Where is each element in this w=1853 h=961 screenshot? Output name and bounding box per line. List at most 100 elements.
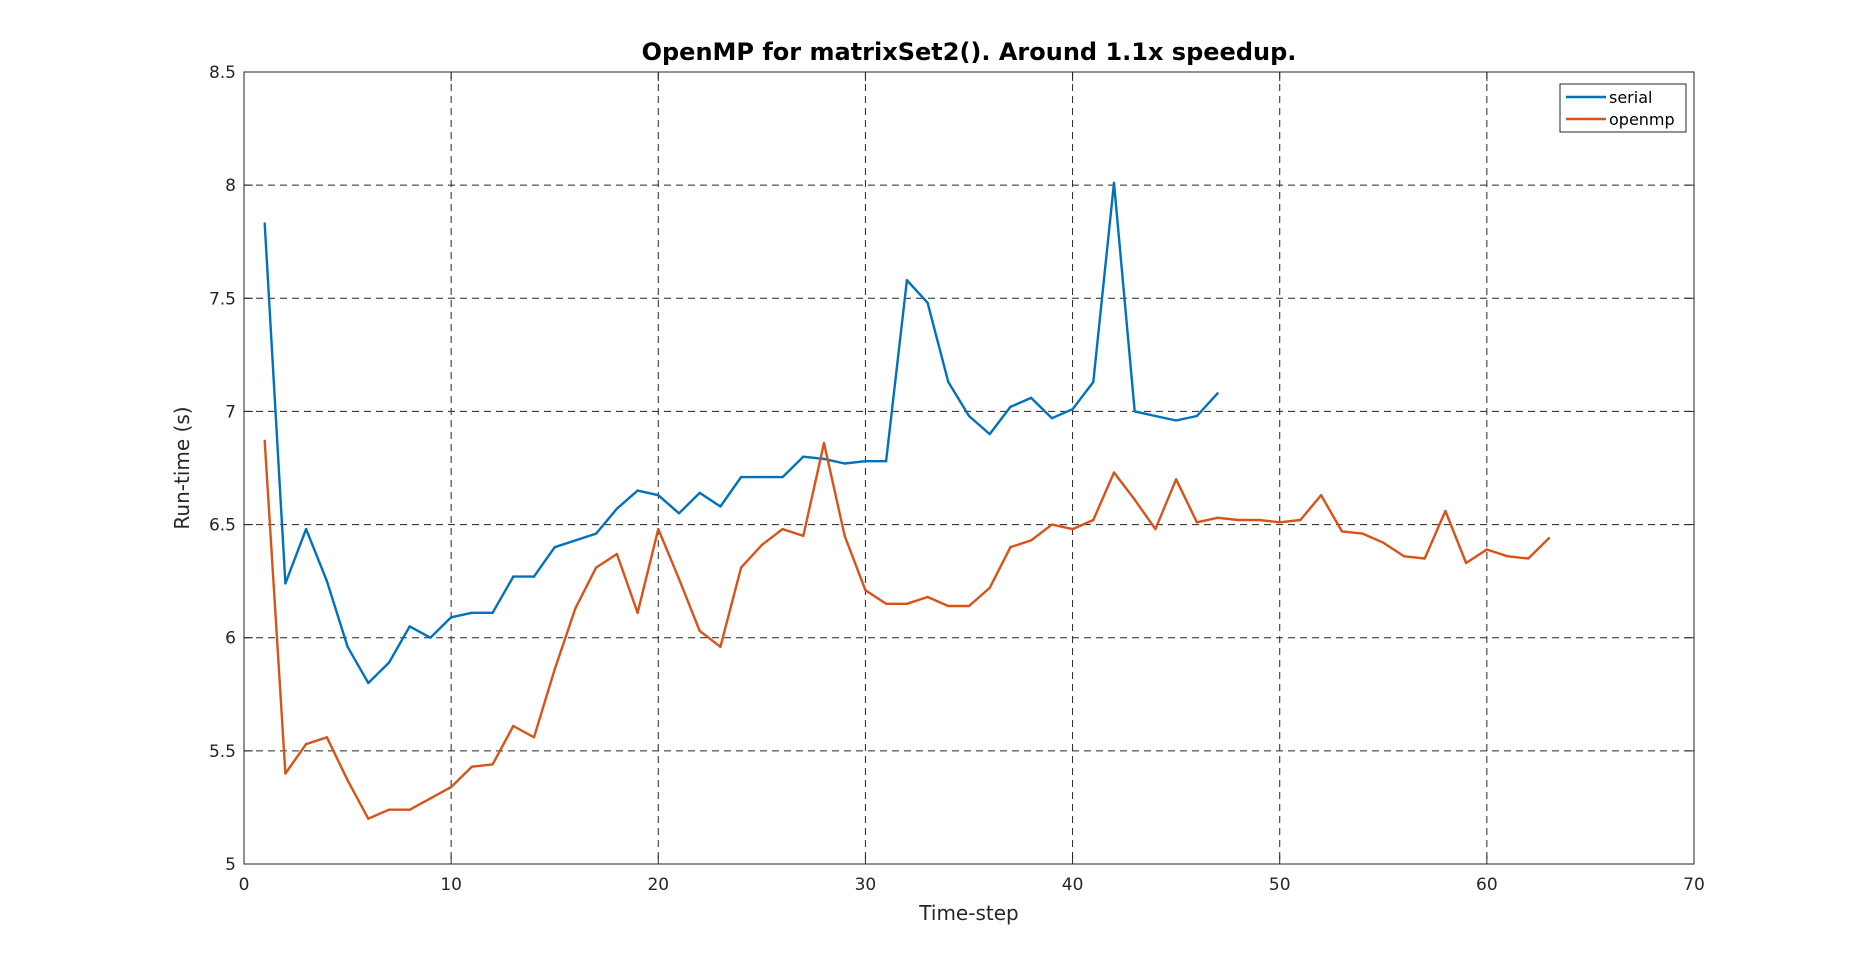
data-point-openmp xyxy=(594,566,598,569)
data-point-serial xyxy=(1195,414,1199,418)
legend-label-serial: serial xyxy=(1609,88,1652,107)
data-point-serial xyxy=(615,507,619,510)
series-openmp xyxy=(263,439,1551,820)
x-tick-label: 30 xyxy=(855,875,877,895)
data-point-serial xyxy=(263,222,266,225)
data-point-serial xyxy=(1133,410,1136,413)
data-point-openmp xyxy=(802,534,805,538)
data-point-openmp xyxy=(1257,518,1261,522)
data-point-serial xyxy=(304,527,308,531)
data-point-openmp xyxy=(1092,518,1095,522)
data-point-serial xyxy=(1174,419,1178,422)
data-point-openmp xyxy=(739,566,743,569)
x-tick-label: 60 xyxy=(1476,875,1498,895)
y-tick-label: 8.5 xyxy=(209,63,236,83)
data-point-openmp xyxy=(760,543,764,547)
data-point-openmp xyxy=(512,724,515,728)
data-point-serial xyxy=(594,532,598,535)
data-point-openmp xyxy=(1382,541,1385,544)
data-point-serial xyxy=(1216,392,1219,395)
data-point-openmp xyxy=(346,779,349,782)
data-point-openmp xyxy=(1423,557,1426,560)
data-point-serial xyxy=(491,611,494,615)
data-point-openmp xyxy=(1506,555,1509,558)
data-point-openmp xyxy=(905,602,909,605)
data-point-openmp xyxy=(1154,527,1157,531)
data-point-openmp xyxy=(367,817,370,820)
data-point-openmp xyxy=(1464,561,1468,565)
data-point-openmp xyxy=(1319,493,1323,497)
data-point-serial xyxy=(760,475,764,479)
data-point-serial xyxy=(408,625,411,628)
data-point-openmp xyxy=(1216,516,1219,519)
data-point-openmp xyxy=(1237,518,1240,522)
x-tick-label: 0 xyxy=(239,875,250,895)
y-tick-label: 6 xyxy=(225,629,236,649)
data-point-openmp xyxy=(719,645,722,648)
data-point-serial xyxy=(719,505,722,508)
data-point-serial xyxy=(947,380,950,384)
data-point-openmp xyxy=(615,552,619,556)
data-point-serial xyxy=(553,546,556,549)
data-point-openmp xyxy=(1029,539,1033,542)
data-point-serial xyxy=(1154,414,1157,418)
data-point-openmp xyxy=(947,604,950,608)
y-tick-label: 8 xyxy=(225,176,236,196)
y-tick-label: 5 xyxy=(225,855,236,875)
x-axis-ticks: 0 10 20 30 40 50 60 70 xyxy=(239,72,1705,895)
data-point-openmp xyxy=(822,441,826,445)
data-point-openmp xyxy=(1444,509,1447,513)
data-point-serial xyxy=(532,575,536,578)
data-point-serial xyxy=(367,681,370,685)
plot-area xyxy=(244,72,1694,864)
data-point-openmp xyxy=(1174,478,1178,481)
data-point-serial xyxy=(470,611,474,615)
x-tick-label: 40 xyxy=(1062,875,1084,895)
data-point-openmp xyxy=(884,602,888,605)
data-point-openmp xyxy=(449,785,453,789)
y-axis-ticks: 5 5.5 6 6.5 7 7.5 8 8.5 xyxy=(209,63,1694,875)
data-point-openmp xyxy=(429,797,432,800)
data-point-openmp xyxy=(1485,548,1489,551)
x-tick-label: 70 xyxy=(1683,875,1705,895)
data-point-serial xyxy=(1050,417,1054,420)
data-point-openmp xyxy=(636,611,639,615)
series-serial xyxy=(263,181,1219,685)
y-axis-label: Run-time (s) xyxy=(170,406,194,529)
data-point-serial xyxy=(657,493,660,497)
data-point-openmp xyxy=(1071,527,1074,531)
data-point-serial xyxy=(574,539,577,542)
data-point-openmp xyxy=(553,668,556,671)
data-point-serial xyxy=(905,278,909,282)
legend: serial openmp xyxy=(1559,83,1687,133)
data-point-openmp xyxy=(1009,546,1012,549)
chart-title: OpenMP for matrixSet2(). Around 1.1x spe… xyxy=(642,38,1297,66)
data-point-serial xyxy=(884,460,888,463)
data-point-openmp xyxy=(864,588,867,592)
data-point-openmp xyxy=(1112,471,1116,474)
data-point-openmp xyxy=(304,742,308,746)
data-point-serial xyxy=(988,432,991,436)
data-point-openmp xyxy=(677,577,681,581)
data-point-openmp xyxy=(263,439,266,443)
data-point-serial xyxy=(739,475,743,479)
x-axis-label: Time-step xyxy=(918,901,1018,925)
data-point-openmp xyxy=(574,607,577,610)
data-point-serial xyxy=(1009,405,1012,409)
x-tick-label: 50 xyxy=(1269,875,1291,895)
data-point-serial xyxy=(325,579,329,583)
data-point-openmp xyxy=(284,772,287,775)
plot-frame xyxy=(243,71,1695,865)
data-point-openmp xyxy=(1195,521,1199,524)
data-point-openmp xyxy=(1278,521,1281,524)
data-point-openmp xyxy=(926,595,929,599)
x-tick-label: 10 xyxy=(440,875,462,895)
y-tick-label: 5.5 xyxy=(209,742,236,762)
data-point-openmp xyxy=(1133,498,1136,501)
data-point-openmp xyxy=(781,527,784,531)
data-point-serial xyxy=(802,455,805,458)
data-point-openmp xyxy=(1299,518,1302,522)
data-point-serial xyxy=(1029,396,1033,400)
data-point-openmp xyxy=(408,808,411,811)
